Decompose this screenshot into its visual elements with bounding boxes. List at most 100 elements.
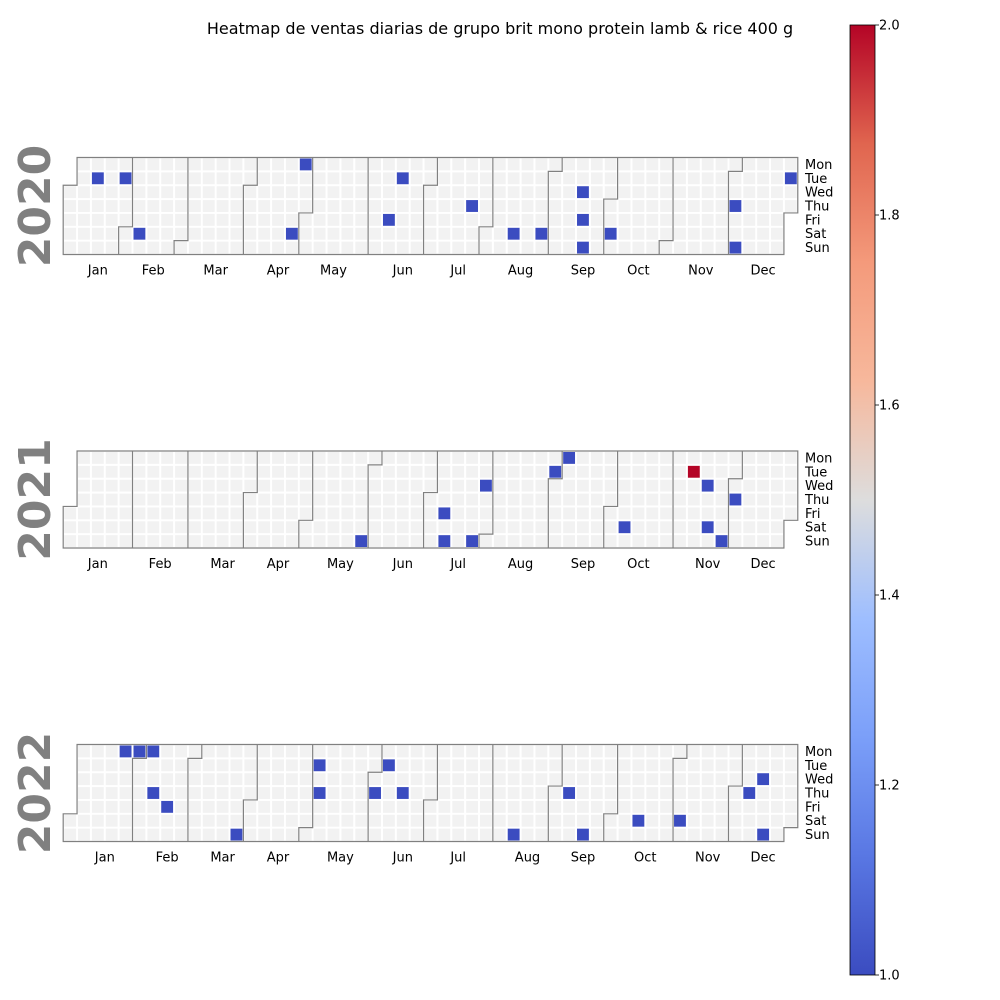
- sales-cell: [369, 787, 381, 799]
- day-cell: [507, 186, 520, 199]
- day-cell: [771, 773, 783, 786]
- day-cell: [147, 535, 160, 548]
- day-cell: [133, 759, 146, 772]
- day-cell: [771, 535, 783, 548]
- day-cell: [784, 465, 797, 478]
- day-cell: [743, 773, 756, 786]
- day-cell: [382, 158, 395, 171]
- day-cell: [382, 241, 395, 254]
- sales-cell: [147, 745, 160, 758]
- day-cell: [91, 521, 104, 534]
- day-cell: [618, 745, 631, 758]
- weekday-tick-label: Sun: [805, 535, 830, 550]
- day-cell: [327, 787, 340, 799]
- day-cell: [285, 759, 298, 772]
- day-cell: [133, 493, 146, 506]
- day-cell: [424, 507, 437, 520]
- day-cell: [660, 452, 673, 464]
- day-cell: [424, 759, 437, 772]
- day-cell: [424, 521, 437, 534]
- day-cell: [299, 200, 312, 212]
- day-cell: [521, 493, 534, 506]
- day-cell: [563, 521, 576, 534]
- day-cell: [382, 521, 395, 534]
- day-cell: [105, 800, 118, 813]
- day-cell: [244, 227, 257, 240]
- day-cell: [341, 800, 354, 813]
- day-cell: [341, 158, 354, 171]
- day-cell: [687, 479, 700, 492]
- day-cell: [272, 759, 284, 772]
- day-cell: [78, 241, 90, 254]
- day-cell: [188, 465, 201, 478]
- day-cell: [355, 186, 368, 199]
- day-cell: [521, 828, 534, 841]
- day-cell: [729, 213, 742, 226]
- day-cell: [729, 227, 742, 240]
- day-cell: [424, 535, 437, 548]
- day-cell: [188, 172, 201, 185]
- day-cell: [563, 745, 576, 758]
- day-cell: [216, 186, 229, 199]
- day-cell: [175, 800, 187, 813]
- day-cell: [230, 535, 243, 548]
- month-tick-label: Nov: [688, 264, 714, 279]
- day-cell: [577, 158, 589, 171]
- day-cell: [105, 493, 118, 506]
- day-cell: [285, 213, 298, 226]
- day-cell: [535, 800, 548, 813]
- day-cell: [715, 186, 728, 199]
- day-cell: [216, 535, 229, 548]
- sales-cell: [604, 227, 617, 240]
- day-cell: [452, 452, 465, 464]
- day-cell: [313, 800, 326, 813]
- day-cell: [244, 745, 257, 758]
- day-cell: [577, 745, 589, 758]
- day-cell: [757, 241, 770, 254]
- day-cell: [105, 241, 118, 254]
- day-cell: [64, 521, 77, 534]
- day-cell: [743, 213, 756, 226]
- day-cell: [105, 479, 118, 492]
- day-cell: [480, 759, 492, 772]
- chart-title: Heatmap de ventas diarias de grupo brit …: [207, 19, 793, 38]
- day-cell: [369, 186, 381, 199]
- day-cell: [78, 172, 90, 185]
- day-cell: [507, 800, 520, 813]
- day-cell: [78, 507, 90, 520]
- day-cell: [133, 241, 146, 254]
- day-cell: [188, 773, 201, 786]
- day-cell: [341, 521, 354, 534]
- day-cell: [285, 745, 298, 758]
- day-cell: [216, 787, 229, 799]
- day-cell: [424, 814, 437, 827]
- month-tick-label: May: [327, 851, 354, 866]
- day-cell: [355, 200, 368, 212]
- sales-cell: [91, 172, 104, 185]
- day-cell: [466, 759, 478, 772]
- day-cell: [771, 213, 783, 226]
- sales-cell: [299, 158, 312, 171]
- day-cell: [285, 773, 298, 786]
- day-cell: [244, 186, 257, 199]
- day-cell: [272, 227, 284, 240]
- day-cell: [355, 759, 368, 772]
- day-cell: [244, 241, 257, 254]
- day-cell: [119, 773, 132, 786]
- day-cell: [521, 773, 534, 786]
- day-cell: [91, 213, 104, 226]
- sales-cell: [438, 507, 451, 520]
- day-cell: [438, 479, 451, 492]
- day-cell: [771, 521, 783, 534]
- day-cell: [535, 452, 548, 464]
- day-cell: [660, 200, 673, 212]
- sales-cell: [549, 465, 562, 478]
- sales-cell: [577, 213, 589, 226]
- day-cell: [161, 828, 174, 841]
- day-cell: [188, 787, 201, 799]
- year-label: 2020: [10, 145, 61, 267]
- day-cell: [327, 452, 340, 464]
- day-cell: [729, 814, 742, 827]
- day-cell: [202, 158, 215, 171]
- day-cell: [105, 186, 118, 199]
